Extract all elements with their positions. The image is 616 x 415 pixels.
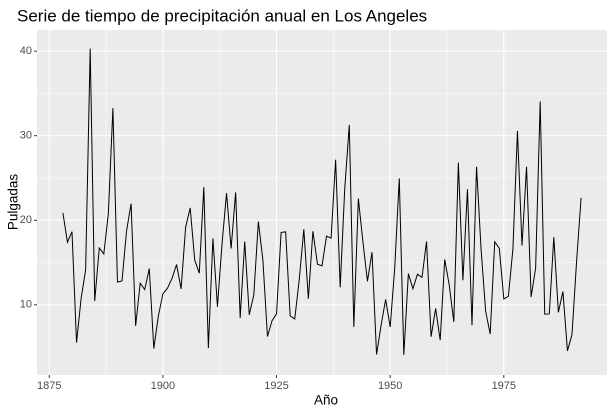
x-tick-label: 1900 xyxy=(151,380,175,392)
x-tick-label: 1875 xyxy=(37,380,61,392)
y-tick-label: 10 xyxy=(20,299,32,311)
y-tick-label: 40 xyxy=(20,45,32,57)
y-axis-title: Pulgadas xyxy=(6,174,21,231)
x-axis-title: Año xyxy=(314,393,338,408)
line xyxy=(62,48,582,355)
x-tick-label: 1975 xyxy=(492,380,516,392)
y-tick-label: 20 xyxy=(20,214,32,226)
x-tick-label: 1925 xyxy=(264,380,288,392)
y-tick-label: 30 xyxy=(20,130,32,142)
x-tick-label: 1950 xyxy=(378,380,402,392)
panel xyxy=(37,30,607,375)
chart-title: Serie de tiempo de precipitación anual e… xyxy=(17,6,427,25)
